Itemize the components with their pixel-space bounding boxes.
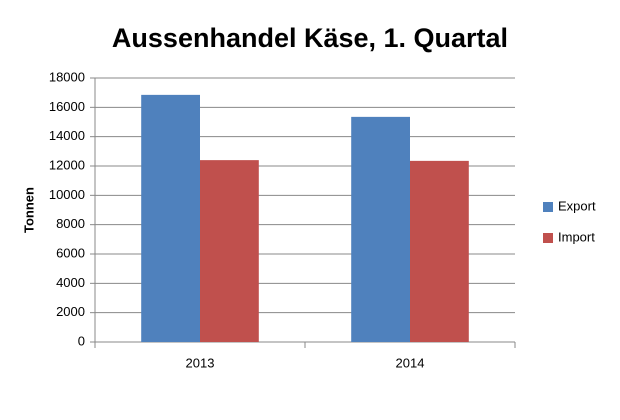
y-tick-label: 0 — [78, 333, 85, 348]
bar — [141, 94, 200, 342]
chart-title: Aussenhandel Käse, 1. Quartal — [112, 23, 508, 53]
y-tick-label: 16000 — [49, 99, 85, 114]
legend-label: Import — [558, 229, 595, 244]
y-tick-label: 14000 — [49, 128, 85, 143]
legend-swatch — [543, 233, 553, 243]
y-tick-label: 12000 — [49, 157, 85, 172]
y-tick-label: 10000 — [49, 187, 85, 202]
y-tick-label: 18000 — [49, 69, 85, 84]
bar — [410, 160, 469, 342]
y-tick-label: 4000 — [56, 275, 85, 290]
y-tick-label: 6000 — [56, 245, 85, 260]
y-axis-label: Tonnen — [21, 187, 36, 233]
x-tick-label: 2014 — [396, 355, 425, 370]
legend-label: Export — [558, 198, 596, 213]
y-tick-label: 2000 — [56, 304, 85, 319]
bar — [200, 160, 259, 342]
bar — [351, 116, 410, 342]
y-tick-label: 8000 — [56, 216, 85, 231]
legend-swatch — [543, 202, 553, 212]
x-tick-label: 2013 — [186, 355, 215, 370]
